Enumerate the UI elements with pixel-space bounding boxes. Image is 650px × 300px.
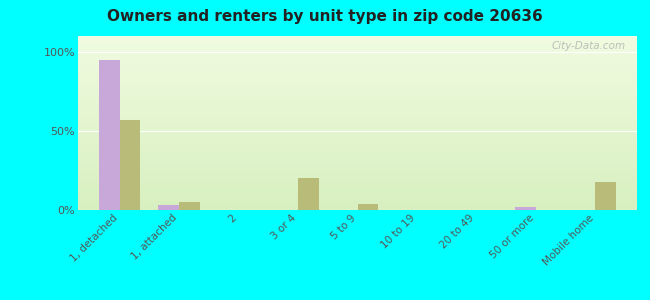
- Text: City-Data.com: City-Data.com: [552, 41, 626, 51]
- Bar: [159, 205, 179, 210]
- Bar: [99, 60, 120, 210]
- Bar: [179, 202, 200, 210]
- Bar: [298, 178, 319, 210]
- Bar: [120, 120, 140, 210]
- Bar: [515, 207, 536, 210]
- Text: Owners and renters by unit type in zip code 20636: Owners and renters by unit type in zip c…: [107, 9, 543, 24]
- Bar: [358, 204, 378, 210]
- Bar: [595, 182, 616, 210]
